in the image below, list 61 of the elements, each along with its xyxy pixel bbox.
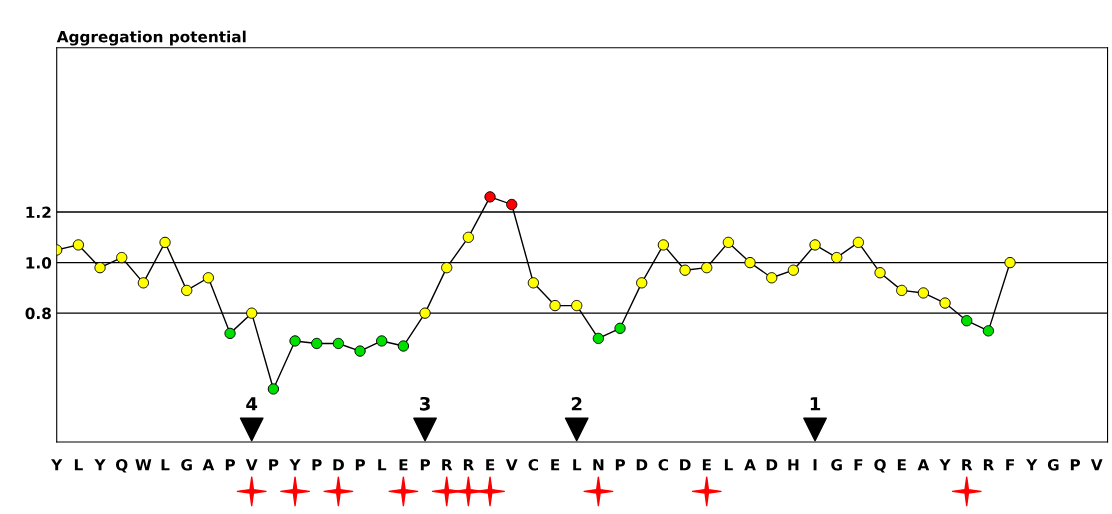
series-label: 4 <box>246 397 258 411</box>
x-tick-label: D <box>333 459 344 471</box>
point <box>803 417 827 442</box>
x-tick-label: G <box>181 458 192 471</box>
x-tick-label: F <box>854 459 863 471</box>
x-tick-label: E <box>551 459 560 471</box>
x-tick-label: P <box>420 459 431 471</box>
y-tick-label: 1.2 <box>26 206 51 218</box>
x-tick-label: A <box>202 459 215 471</box>
x-tick-label: I <box>813 459 817 471</box>
x-tick-label: D <box>766 459 778 471</box>
x-tick-label: R <box>962 459 973 471</box>
chart-title: Aggregation potential <box>56 30 246 46</box>
x-tick-label: N <box>593 459 604 471</box>
x-tick-label: L <box>724 459 733 471</box>
x-tick-label: E <box>399 459 408 471</box>
point <box>239 417 264 442</box>
x-tick-label: H <box>788 459 799 471</box>
x-tick-label: Y <box>94 459 106 471</box>
point <box>413 417 437 442</box>
x-tick-label: V <box>245 459 258 471</box>
x-tick-label: Y <box>939 459 951 471</box>
x-tick-label: R <box>442 459 453 471</box>
point <box>564 417 589 442</box>
x-tick-label: L <box>378 459 387 471</box>
x-tick-label: P <box>312 459 322 471</box>
x-tick-label: Q <box>874 458 886 473</box>
x-tick-label: D <box>636 459 648 471</box>
x-tick-label: A <box>917 459 930 471</box>
x-tick-label: A <box>744 459 756 471</box>
x-tick-label: G <box>1047 458 1059 471</box>
x-tick-label: C <box>658 458 669 471</box>
x-tick-label: P <box>615 459 626 471</box>
x-tick-label: R <box>983 459 994 471</box>
x-tick-label: W <box>135 459 152 471</box>
x-tick-label: F <box>1006 459 1014 471</box>
x-tick-label: L <box>74 459 83 471</box>
series-label: 1 <box>810 397 821 411</box>
x-tick-label: L <box>573 459 582 471</box>
x-tick-label: C <box>528 458 539 471</box>
x-tick-label: Q <box>115 458 128 473</box>
x-tick-label: P <box>355 459 366 471</box>
x-tick-label: G <box>831 458 842 471</box>
x-tick-label: E <box>486 459 495 471</box>
x-tick-label: R <box>463 459 474 471</box>
x-tick-label: Y <box>51 459 63 471</box>
x-tick-label: P <box>225 459 236 471</box>
x-tick-label: Y <box>1026 459 1038 471</box>
series-label: 2 <box>571 396 582 411</box>
x-tick-label: V <box>1090 459 1103 471</box>
x-tick-label: V <box>505 459 518 471</box>
x-tick-label: Y <box>289 459 301 471</box>
y-tick-label: 1.0 <box>26 257 52 269</box>
y-tick-label: 0.8 <box>25 307 51 320</box>
series-label: 3 <box>419 396 430 411</box>
x-tick-label: E <box>702 459 711 471</box>
x-tick-label: L <box>161 459 170 471</box>
x-tick-label: E <box>897 459 906 471</box>
x-tick-label: P <box>269 459 279 471</box>
x-tick-label: D <box>680 459 691 471</box>
x-tick-label: P <box>1070 459 1081 471</box>
